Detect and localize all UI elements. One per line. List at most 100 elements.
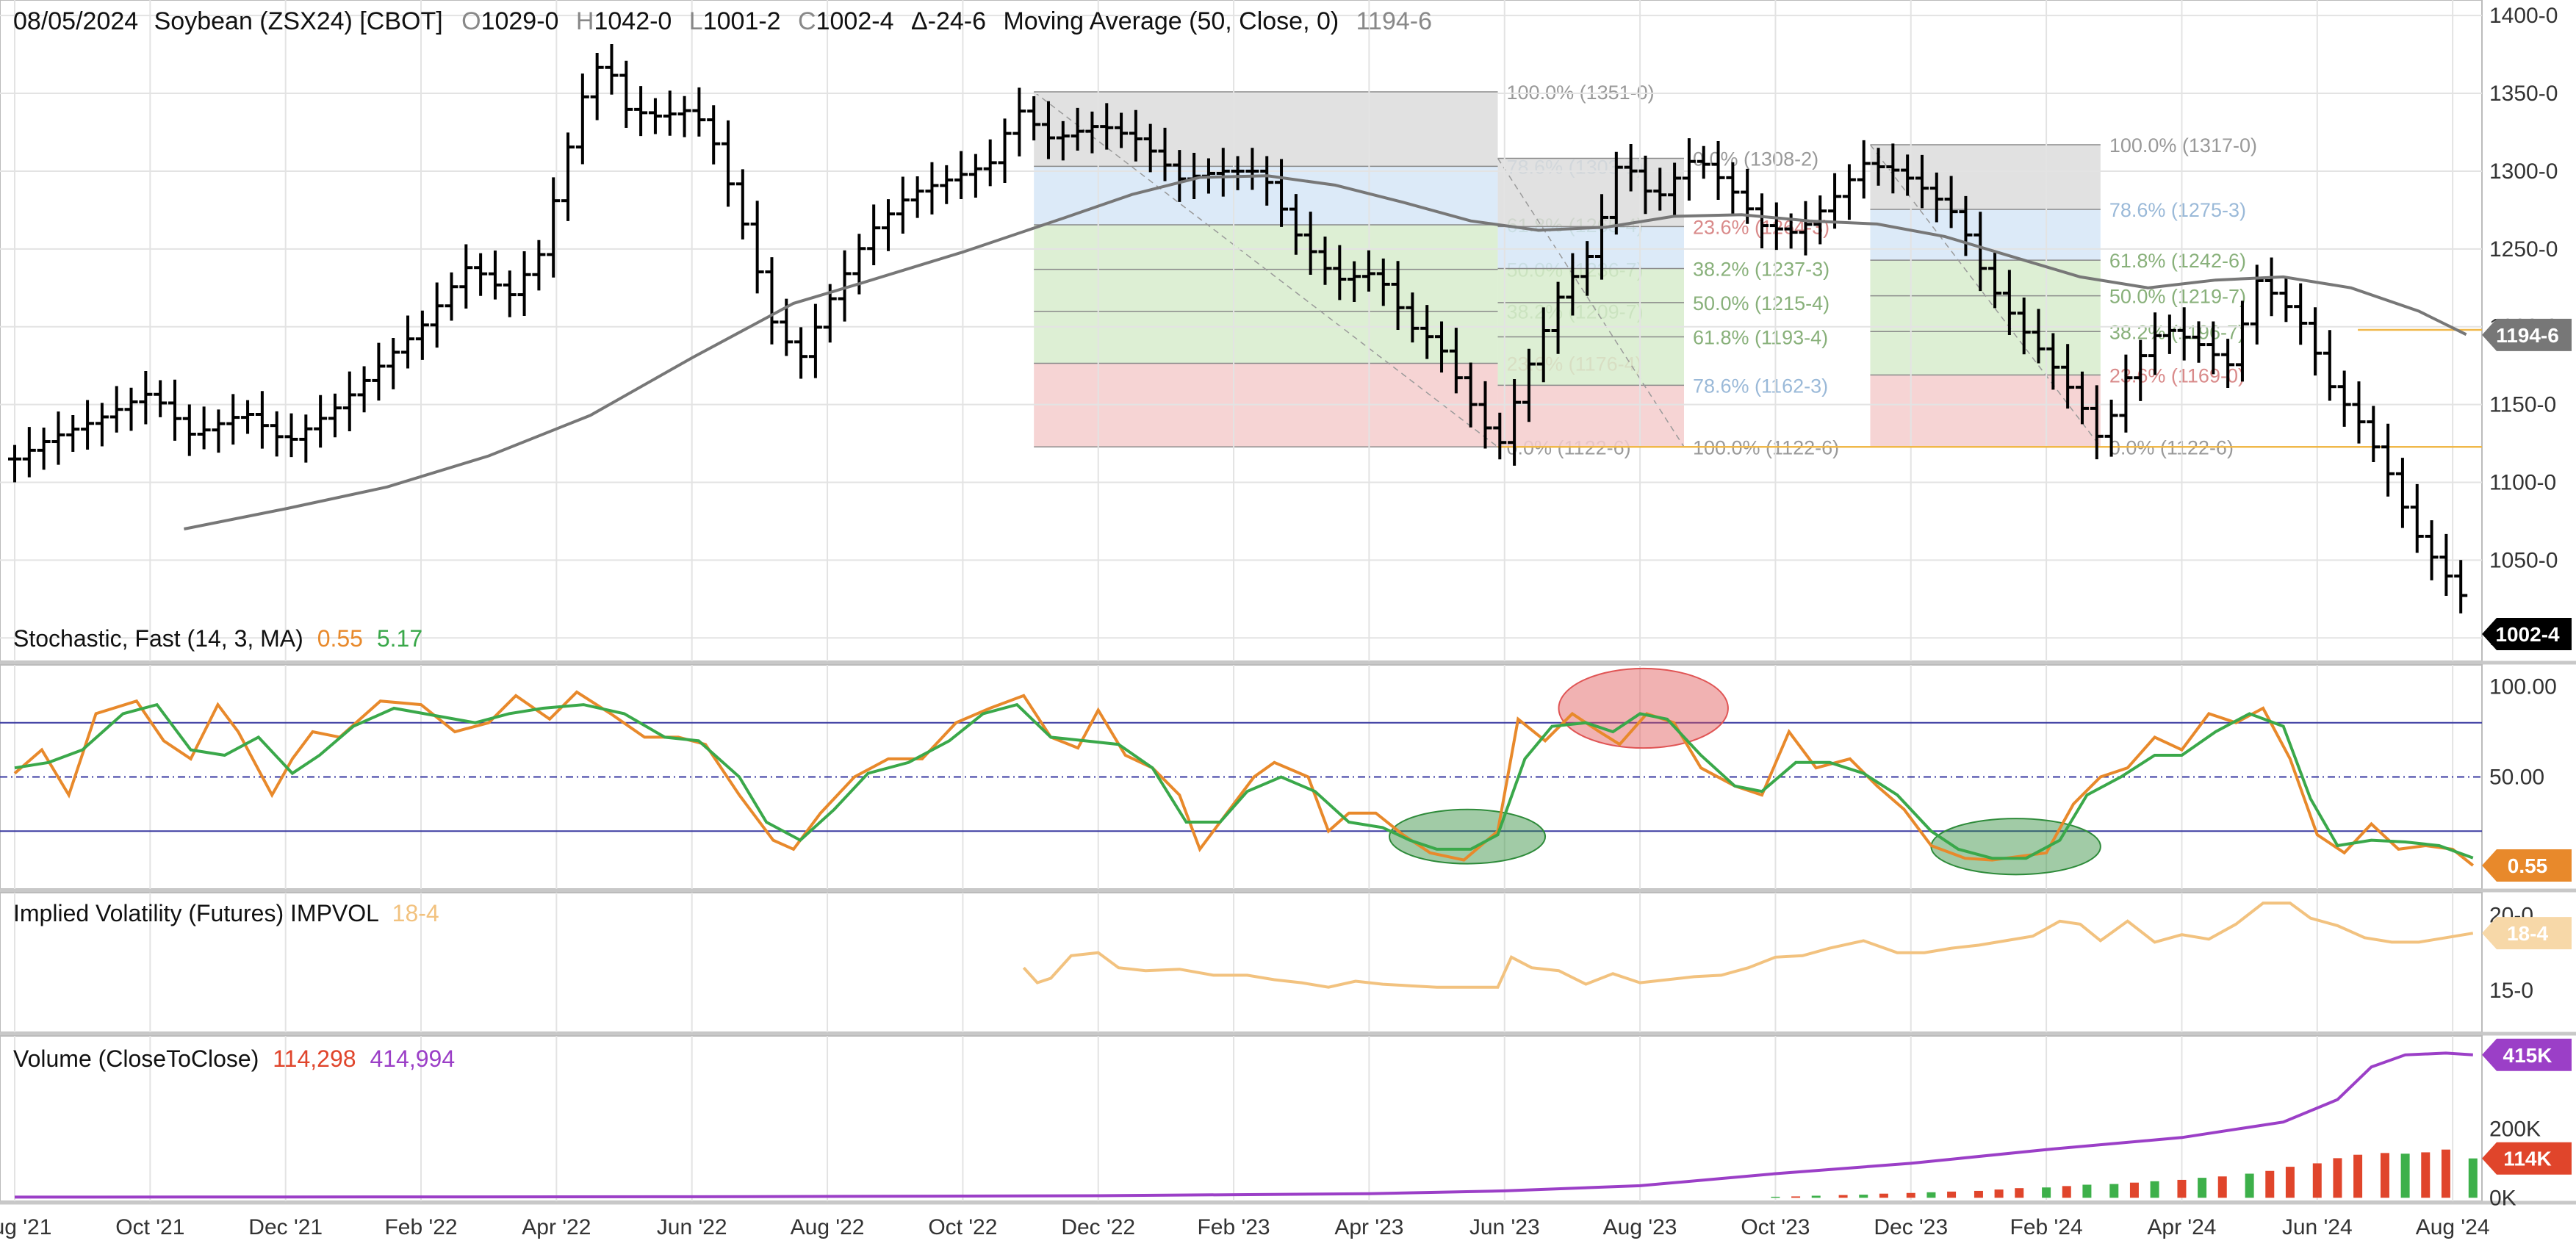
price-bar xyxy=(357,366,371,413)
price-bar xyxy=(590,53,604,120)
price-bar xyxy=(2148,312,2162,375)
price-bar xyxy=(1449,328,1463,394)
price-bar xyxy=(2454,560,2468,613)
volume-bar xyxy=(2177,1179,2187,1198)
volume-bar xyxy=(2285,1167,2295,1198)
price-bar xyxy=(1668,162,1682,217)
header-ma-value: 1194-6 xyxy=(1356,7,1432,35)
price-bar xyxy=(2381,423,2395,497)
volume-bar xyxy=(2468,1158,2478,1198)
price-bar xyxy=(1566,253,1580,316)
price-bar xyxy=(1508,378,1522,466)
price-bar xyxy=(1493,412,1507,460)
price-bar xyxy=(1682,138,1696,201)
price-bar xyxy=(445,272,458,321)
price-bar xyxy=(1245,148,1259,190)
header-low-label: L xyxy=(689,7,703,35)
vol-y-tick-label: 200K xyxy=(2489,1117,2541,1142)
price-bar xyxy=(1799,201,1813,256)
price-bar xyxy=(1027,96,1041,141)
impvol-value-tag-text: 18-4 xyxy=(2507,922,2548,945)
ma-price-tag-text: 1194-6 xyxy=(2496,324,2559,347)
price-bar xyxy=(1158,127,1172,181)
price-bar xyxy=(2395,458,2409,528)
fib-zone xyxy=(1034,225,1498,270)
price-bar xyxy=(2162,314,2176,354)
price-bar xyxy=(2134,339,2148,401)
price-bar xyxy=(154,380,168,417)
price-bar xyxy=(1435,321,1449,372)
price-bar xyxy=(459,244,473,309)
price-bar xyxy=(794,327,808,379)
price-bar xyxy=(1376,258,1390,306)
price-bar xyxy=(212,409,226,453)
price-bar xyxy=(2323,330,2336,401)
volume-value-tag: 114K xyxy=(2482,1142,2572,1175)
price-bar xyxy=(1056,120,1070,161)
price-bar xyxy=(648,98,662,134)
stoch-line-d xyxy=(14,702,2474,860)
header-low: 1001-2 xyxy=(703,7,781,35)
price-bar xyxy=(2294,283,2308,345)
ma-price-tag: 1194-6 xyxy=(2482,318,2572,351)
price-bar xyxy=(1901,154,1915,196)
fib-zone xyxy=(1034,91,1498,167)
impvol-value: 18-4 xyxy=(392,900,439,926)
x-tick-label: Feb '24 xyxy=(2010,1215,2083,1239)
volume-bar xyxy=(1771,1196,1780,1198)
price-bar xyxy=(2235,300,2249,382)
x-tick-label: Aug '24 xyxy=(2416,1215,2490,1239)
oi-value-tag-text: 415K xyxy=(2503,1044,2552,1067)
price-bar xyxy=(1129,109,1143,162)
x-tick-label: Apr '23 xyxy=(1334,1215,1403,1239)
price-bar xyxy=(474,253,488,296)
stoch-value-tag-text: 0.55 xyxy=(2508,854,2548,877)
y-tick-label: 1400-0 xyxy=(2489,4,2558,28)
x-tick-label: Jun '23 xyxy=(1469,1215,1540,1239)
volume-bar xyxy=(1947,1191,1957,1198)
volume-bar xyxy=(2353,1154,2363,1198)
y-tick-label: 1300-0 xyxy=(2489,159,2558,184)
volume-bar xyxy=(2129,1182,2139,1198)
price-bar xyxy=(707,105,721,165)
price-bar xyxy=(2439,533,2453,596)
price-bar xyxy=(1071,107,1084,151)
price-bar xyxy=(838,250,852,322)
price-bar xyxy=(430,282,444,348)
price-bar xyxy=(299,414,313,463)
price-bar xyxy=(2061,344,2075,409)
fib-zone xyxy=(1497,268,1684,303)
volume-bar xyxy=(2245,1173,2254,1198)
header-open: 1029-0 xyxy=(481,7,559,35)
header-high-label: H xyxy=(576,7,594,35)
fib-zone xyxy=(1497,336,1684,386)
price-bar xyxy=(1755,193,1769,248)
price-bar xyxy=(910,176,924,218)
impvol-line xyxy=(1022,901,2474,989)
fib-zone xyxy=(1034,311,1498,364)
price-bar xyxy=(124,387,138,431)
price-bar xyxy=(881,199,895,251)
ma-price-tag-shape xyxy=(2482,318,2572,351)
price-bar xyxy=(998,118,1012,184)
price-bar xyxy=(1318,236,1332,285)
price-bar xyxy=(95,403,109,447)
axis-layer: Aug '21 Oct '21 Dec '21 Feb '22 Apr '22 Jun '… xyxy=(0,4,2572,1239)
price-bar xyxy=(722,120,735,207)
volume-bar xyxy=(2312,1163,2322,1198)
price-bar xyxy=(1697,145,1710,179)
price-bar xyxy=(1726,162,1740,215)
volume-bar xyxy=(1974,1190,1983,1198)
open-interest-line xyxy=(14,1051,2473,1199)
price-bar xyxy=(677,96,691,137)
stoch-y-tick-label: 100.00 xyxy=(2489,675,2557,699)
price-bar xyxy=(2104,399,2118,457)
price-bar xyxy=(314,395,328,448)
price-bar xyxy=(1580,241,1594,296)
volume-bar xyxy=(2082,1184,2092,1198)
price-bar xyxy=(1886,143,1900,194)
price-bar xyxy=(1348,261,1361,303)
volume-bar xyxy=(2062,1186,2071,1198)
price-bar xyxy=(1915,154,1929,209)
price-bar xyxy=(1478,381,1492,449)
